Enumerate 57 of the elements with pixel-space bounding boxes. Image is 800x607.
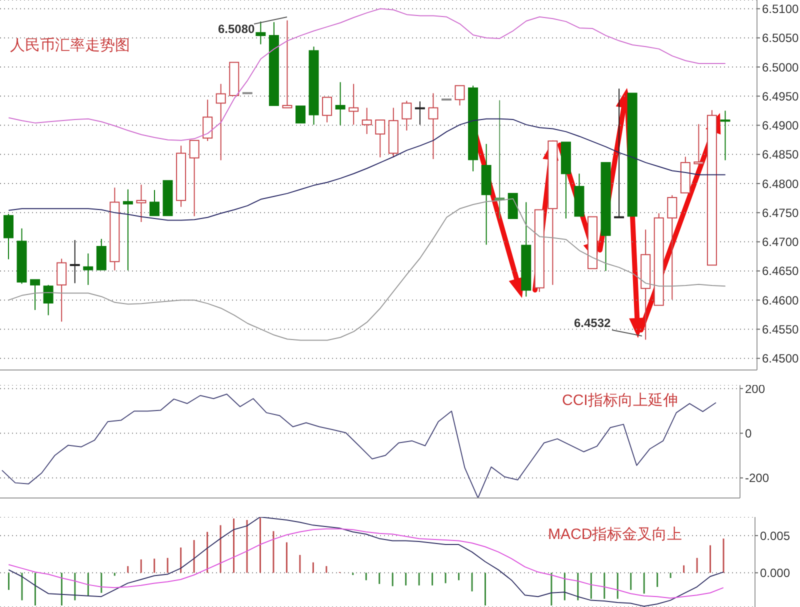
y-tick-label: 6.4700: [762, 235, 800, 250]
y-tick-label: 6.4600: [762, 293, 800, 308]
text: 人民币汇率走势图: [10, 36, 130, 55]
candlestick: [30, 279, 40, 310]
candlestick: [56, 258, 67, 322]
annotation: 6.5080: [218, 22, 255, 36]
candlestick: [189, 140, 200, 217]
candlestick: [122, 188, 133, 271]
candlestick: [335, 82, 346, 126]
line-series: [2, 394, 716, 498]
candlestick: [216, 83, 226, 161]
y-tick-label: 0.005: [760, 528, 790, 543]
candlestick: [136, 184, 146, 222]
text: CCI指标向上延伸: [562, 391, 678, 410]
y-tick-label: 6.4900: [762, 118, 800, 133]
y-tick-label: -200: [745, 471, 770, 486]
candlestick: [362, 107, 372, 135]
candlestick: [4, 213, 14, 260]
line-series: [8, 528, 724, 599]
text: MACD指标金叉向上: [548, 525, 682, 544]
candlestick: [256, 21, 266, 45]
y-tick-label: 6.4750: [762, 206, 800, 220]
y-tick-label: 6.4650: [762, 264, 800, 278]
candlestick: [402, 100, 412, 132]
line-series: [8, 517, 724, 607]
candlestick: [428, 92, 438, 160]
y-tick-label: 6.4950: [762, 89, 800, 104]
line-series: [8, 198, 726, 341]
line-series: [8, 118, 726, 221]
y-tick-label: 6.4550: [762, 322, 800, 336]
candlestick: [614, 88, 624, 218]
candlestick: [720, 110, 730, 161]
annotation: 6.4532: [574, 316, 611, 330]
candlestick: [150, 189, 160, 216]
y-tick-label: 0: [745, 426, 752, 440]
candlestick: [694, 124, 704, 167]
y-tick-label: 6.4500: [762, 352, 800, 366]
candlestick: [322, 96, 332, 123]
candlestick: [494, 100, 505, 220]
candlestick: [296, 106, 306, 124]
candlestick: [43, 284, 54, 316]
candlestick: [202, 99, 213, 142]
y-tick-label: 6.5100: [762, 2, 800, 16]
candlestick: [70, 240, 80, 284]
candlestick: [454, 85, 465, 106]
y-tick-label: 0.000: [760, 566, 790, 580]
candlestick: [414, 100, 425, 126]
candlestick: [667, 194, 678, 300]
candlestick: [83, 252, 94, 286]
candlestick: [348, 83, 359, 126]
candlestick: [96, 238, 106, 270]
y-tick-label: 6.4800: [762, 176, 800, 191]
y-tick-label: 6.5050: [762, 31, 800, 46]
candlestick: [282, 20, 292, 108]
candlestick: [375, 120, 386, 158]
y-tick-label: 6.4850: [762, 148, 800, 162]
y-tick-label: 6.5000: [762, 60, 800, 74]
